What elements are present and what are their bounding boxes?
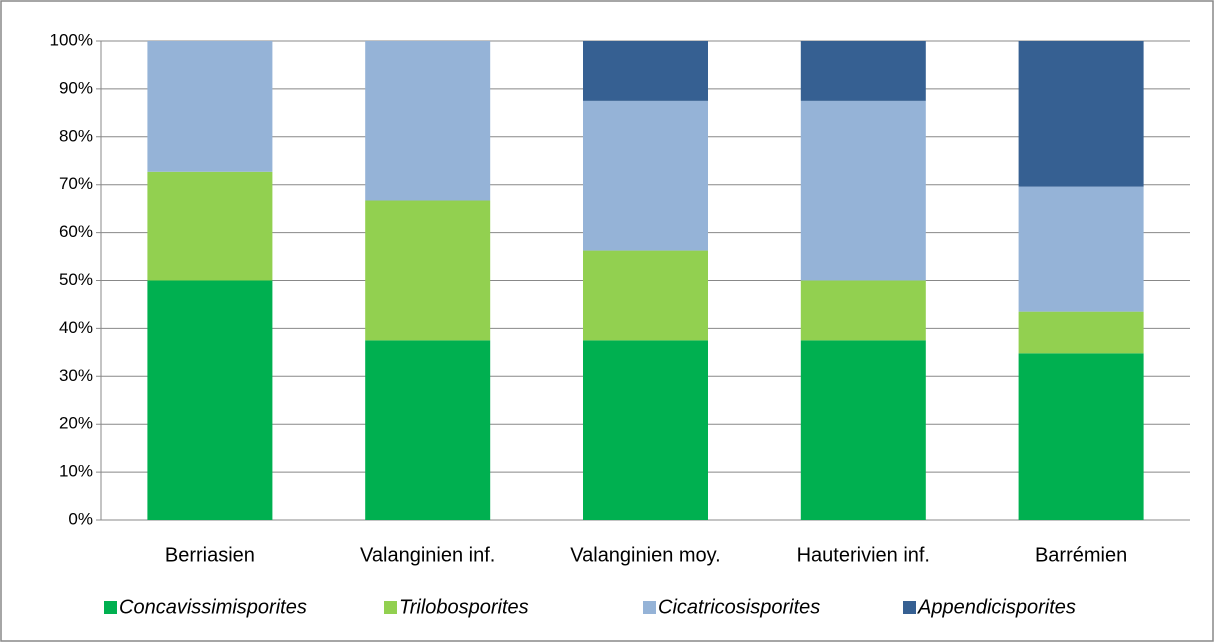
y-tick-label: 50% xyxy=(59,270,93,289)
legend-swatch xyxy=(104,601,117,614)
y-tick-label: 20% xyxy=(59,414,93,433)
bar-segment xyxy=(800,280,926,341)
bar-segment xyxy=(1018,353,1144,520)
bar-segment xyxy=(1018,41,1144,187)
legend-label: Concavissimisporites xyxy=(119,596,307,618)
bar-segment xyxy=(1018,311,1144,354)
legend-label: Appendicisporites xyxy=(917,596,1076,618)
bar-segment xyxy=(147,41,273,172)
bar-segment xyxy=(583,100,708,251)
bar-segment xyxy=(365,200,491,341)
y-tick-label: 60% xyxy=(59,222,93,241)
bar-segment xyxy=(365,340,491,520)
legend-label: Trilobosporites xyxy=(399,596,529,618)
bar-segment xyxy=(800,41,926,101)
y-tick-label: 40% xyxy=(59,318,93,337)
bar-segment xyxy=(800,100,926,281)
bar-segment xyxy=(583,250,708,341)
bar-segment xyxy=(1018,186,1144,312)
x-tick-label: Valanginien inf. xyxy=(360,544,495,566)
legend-swatch xyxy=(903,601,916,614)
bar-segment xyxy=(800,340,926,520)
x-tick-label: Hauterivien inf. xyxy=(797,544,930,566)
bar-segment xyxy=(147,280,273,520)
bar-segment xyxy=(583,41,708,101)
y-tick-label: 100% xyxy=(50,30,93,49)
legend-swatch xyxy=(643,601,656,614)
bar-segment xyxy=(365,41,491,201)
y-tick-label: 90% xyxy=(59,78,93,97)
y-tick-label: 10% xyxy=(59,462,93,481)
x-tick-label: Barrémien xyxy=(1035,544,1127,566)
x-tick-label: Valanginien moy. xyxy=(570,544,720,566)
y-tick-label: 0% xyxy=(68,509,93,528)
legend-label: Cicatricosisporites xyxy=(658,596,820,618)
bar-segment xyxy=(147,171,273,281)
y-tick-label: 80% xyxy=(59,126,93,145)
bar-segment xyxy=(583,340,708,520)
y-tick-label: 30% xyxy=(59,366,93,385)
legend-swatch xyxy=(384,601,397,614)
y-tick-label: 70% xyxy=(59,174,93,193)
x-tick-label: Berriasien xyxy=(165,544,255,566)
